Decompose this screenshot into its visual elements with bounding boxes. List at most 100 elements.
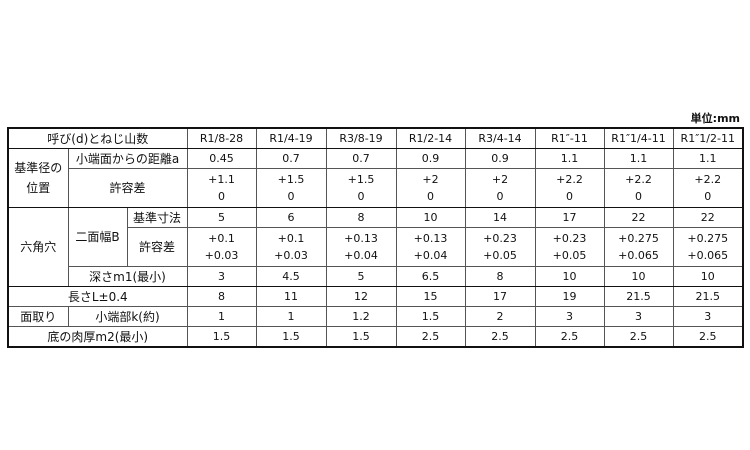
tolerance-cell: +1.5 0 <box>325 168 397 208</box>
tolerance-lower: +0.05 <box>483 249 517 262</box>
cell: 6 <box>255 207 327 228</box>
tolerance-cell: +1.5 0 <box>255 168 327 208</box>
cell: 10 <box>603 266 674 287</box>
row-depth: 深さm1(最小) 3 4.5 5 6.5 8 10 10 10 <box>8 266 744 287</box>
cell: 4.5 <box>255 266 327 287</box>
tolerance-cell: +0.275 +0.065 <box>672 227 744 267</box>
tolerance-upper: +0.1 <box>208 232 235 245</box>
tolerance-upper: +0.13 <box>344 232 378 245</box>
cell: 17 <box>464 286 536 307</box>
tolerance-cell: +0.275 +0.065 <box>603 227 674 267</box>
cell: 21.5 <box>603 286 674 307</box>
tolerance-lower: +0.03 <box>204 249 239 262</box>
cell: 11 <box>255 286 327 307</box>
tolerance-lower: 0 <box>635 190 643 203</box>
tolerance-lower: 0 <box>427 190 435 203</box>
tolerance-cell: +2 0 <box>395 168 466 208</box>
cell: 8 <box>325 207 397 228</box>
size-header: R1″1/2-11 <box>672 127 744 149</box>
size-header: R1/8-28 <box>186 127 257 149</box>
tolerance-upper: +2.2 <box>625 173 652 186</box>
cell: 2.5 <box>672 326 744 348</box>
size-header: R3/4-14 <box>464 127 536 149</box>
tolerance-cell: +2.2 0 <box>534 168 605 208</box>
row-position-tolerance: 許容差 +1.1 0 +1.5 0 +1.5 0 +2 0 +2 0 +2.2 0 +2.2 0 +2.2 0 <box>8 168 744 208</box>
tolerance-cell: +0.13 +0.04 <box>395 227 466 267</box>
cell: 3 <box>186 266 257 287</box>
cell: 0.9 <box>464 148 536 169</box>
tolerance-lower: 0 <box>704 190 712 203</box>
tolerance-cell: +0.1 +0.03 <box>186 227 257 267</box>
tolerance-upper: +1.5 <box>277 173 305 186</box>
row-hex-base: 六角穴 二面幅B 基準寸法 5 6 8 10 14 17 22 22 <box>7 207 744 287</box>
cell: 5 <box>186 207 257 228</box>
cell: 15 <box>395 286 466 307</box>
row-hex-tolerance: 許容差 +0.1 +0.03 +0.1 +0.03 +0.13 +0.04 +0.13 +0.… <box>8 227 744 267</box>
distance-label: 小端面からの距離a <box>67 148 188 169</box>
tolerance-lower: +0.05 <box>552 249 587 262</box>
tolerance-lower: 0 <box>287 190 295 203</box>
cell: 19 <box>534 286 605 307</box>
tolerance-lower: +0.04 <box>413 249 448 262</box>
chamfer-label: 面取り <box>7 306 69 327</box>
row-chamfer: 面取り 小端部k(約) 1 1 1.2 1.5 2 3 3 3 <box>7 306 744 327</box>
reference-position-label: 基準径の位置 <box>7 148 69 208</box>
tolerance-upper: +0.1 <box>277 232 305 245</box>
cell: 8 <box>186 286 257 307</box>
tolerance-upper: +0.23 <box>552 232 587 245</box>
tolerance-upper: +0.23 <box>483 232 517 245</box>
cell: 22 <box>672 207 744 228</box>
unit-label: 単位:mm <box>690 112 740 125</box>
spec-table: 呼び(d)とねじ山数 R1/8-28 R1/4-19 R3/8-19 R1/2-… <box>7 127 745 348</box>
cell: 10 <box>672 266 744 287</box>
cell: 10 <box>395 207 466 228</box>
cell: 21.5 <box>672 286 744 307</box>
tolerance-upper: +1.1 <box>208 173 235 186</box>
tolerance-cell: +0.13 +0.04 <box>325 227 397 267</box>
header-row: 呼び(d)とねじ山数 R1/8-28 R1/4-19 R3/8-19 R1/2-… <box>7 127 744 149</box>
cell: 2.5 <box>395 326 466 348</box>
cell: 2.5 <box>603 326 674 348</box>
cell: 1 <box>255 306 327 327</box>
tolerance-upper: +2.2 <box>556 173 583 186</box>
size-header: R1″1/4-11 <box>603 127 674 149</box>
tolerance-upper: +0.13 <box>413 232 448 245</box>
tolerance-upper: +0.275 <box>618 232 659 245</box>
cell: 1 <box>186 306 257 327</box>
cell: 1.5 <box>325 326 397 348</box>
width-label: 二面幅B <box>67 207 128 267</box>
row-distance: 基準径の位置 小端面からの距離a 0.45 0.7 0.7 0.9 0.9 1.… <box>7 148 744 208</box>
cell: 1.1 <box>603 148 674 169</box>
bottom-thickness-label: 底の肉厚m2(最小) <box>7 326 188 348</box>
tolerance-lower: 0 <box>566 190 574 203</box>
cell: 1.5 <box>255 326 327 348</box>
cell: 6.5 <box>395 266 466 287</box>
tolerance-label: 許容差 <box>67 168 188 208</box>
tolerance-cell: +0.23 +0.05 <box>534 227 605 267</box>
base-dimension-label: 基準寸法 <box>126 207 188 228</box>
cell: 14 <box>464 207 536 228</box>
cell: 0.7 <box>325 148 397 169</box>
length-label: 長さL±0.4 <box>7 286 188 307</box>
tolerance-upper: +2 <box>491 173 509 186</box>
tolerance-lower: +0.03 <box>274 249 308 262</box>
cell: 2 <box>464 306 536 327</box>
cell: 1.5 <box>186 326 257 348</box>
tolerance-lower: +0.065 <box>618 249 659 262</box>
cell: 17 <box>534 207 605 228</box>
cell: 2.5 <box>464 326 536 348</box>
row-length: 長さL±0.4 8 11 12 15 17 19 21.5 21.5 <box>7 286 744 307</box>
cell: 3 <box>603 306 674 327</box>
tolerance-upper: +2.2 <box>694 173 722 186</box>
cell: 5 <box>325 266 397 287</box>
tolerance-cell: +2.2 0 <box>603 168 674 208</box>
tolerance-lower: 0 <box>218 190 226 203</box>
tolerance-lower: 0 <box>357 190 365 203</box>
cell: 0.9 <box>395 148 466 169</box>
cell: 22 <box>603 207 674 228</box>
tolerance-cell: +2.2 0 <box>672 168 744 208</box>
cell: 10 <box>534 266 605 287</box>
tolerance-label: 許容差 <box>126 227 188 267</box>
size-header: R1″-11 <box>534 127 605 149</box>
size-header: R1/4-19 <box>255 127 327 149</box>
